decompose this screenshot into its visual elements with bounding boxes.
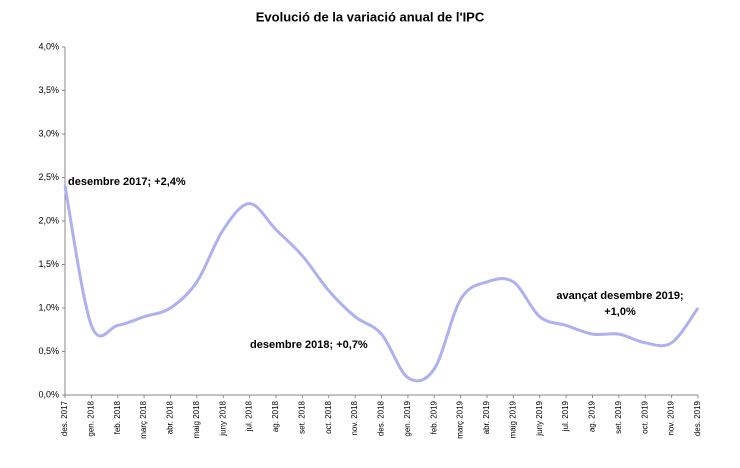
x-tick-label: des. 2018 bbox=[377, 400, 386, 436]
y-tick-label: 2,5% bbox=[38, 172, 59, 182]
x-tick-label: gen. 2019 bbox=[403, 400, 412, 436]
x-tick-label: feb. 2019 bbox=[429, 400, 438, 434]
y-tick-label: 0,0% bbox=[38, 389, 59, 399]
x-tick-label: maig 2018 bbox=[192, 400, 201, 438]
x-tick-label: des. 2019 bbox=[693, 400, 702, 436]
x-tick-label: ag. 2019 bbox=[588, 400, 597, 432]
x-tick-label: des. 2017 bbox=[60, 400, 69, 436]
y-tick-label: 1,5% bbox=[38, 259, 59, 269]
chart-title: Evolució de la variació anual de l'IPC bbox=[256, 9, 485, 24]
x-tick-label: set. 2018 bbox=[297, 400, 306, 433]
y-tick-label: 0,5% bbox=[38, 346, 59, 356]
x-tick-label: nov. 2019 bbox=[667, 400, 676, 435]
annotation: desembre 2018; +0,7% bbox=[250, 339, 368, 351]
x-tick-label: abr. 2018 bbox=[166, 400, 175, 434]
x-tick-label: maig 2019 bbox=[508, 400, 517, 438]
annotation: avançat desembre 2019; bbox=[556, 290, 683, 302]
x-tick-label: ag. 2018 bbox=[271, 400, 280, 432]
x-tick-label: març 2018 bbox=[139, 400, 148, 438]
x-tick-label: oct. 2018 bbox=[324, 400, 333, 433]
x-tick-label: abr. 2019 bbox=[482, 400, 491, 434]
x-tick-label: juny 2019 bbox=[535, 400, 544, 436]
annotation: +1,0% bbox=[604, 306, 636, 318]
x-tick-label: set. 2019 bbox=[614, 400, 623, 433]
x-tick-label: jul. 2019 bbox=[561, 400, 570, 432]
x-tick-label: juny 2018 bbox=[218, 400, 227, 436]
x-tick-label: gen. 2018 bbox=[86, 400, 95, 436]
x-tick-label: oct. 2019 bbox=[640, 400, 649, 433]
y-tick-label: 3,5% bbox=[38, 85, 59, 95]
y-tick-label: 3,0% bbox=[38, 128, 59, 138]
x-tick-label: jul. 2018 bbox=[245, 400, 254, 432]
annotation: desembre 2017; +2,4% bbox=[68, 176, 186, 188]
x-tick-label: nov. 2018 bbox=[350, 400, 359, 435]
series-line bbox=[63, 185, 700, 383]
x-tick-label: feb. 2018 bbox=[113, 400, 122, 434]
y-tick-label: 2,0% bbox=[38, 215, 59, 225]
y-tick-label: 4,0% bbox=[38, 41, 59, 51]
y-tick-label: 1,0% bbox=[38, 302, 59, 312]
x-tick-label: març 2019 bbox=[456, 400, 465, 438]
